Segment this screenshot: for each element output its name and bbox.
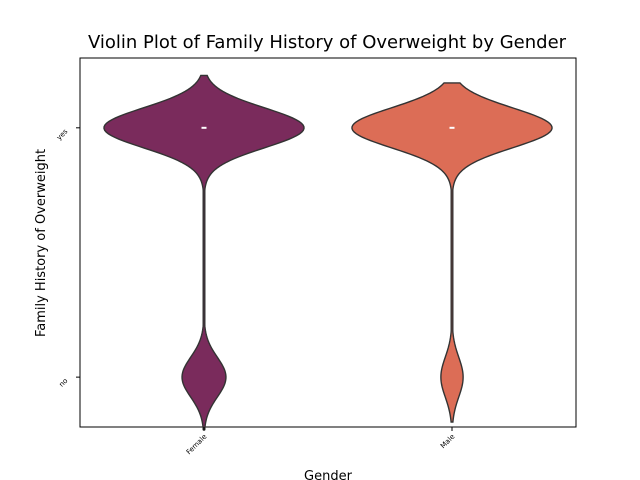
x-tick-label: Female (185, 433, 209, 457)
y-tick-label: yes (55, 127, 69, 141)
y-axis-label: Family History of Overweight (34, 149, 49, 337)
violin-male (351, 82, 553, 423)
violin-female (103, 74, 305, 431)
chart-title: Violin Plot of Family History of Overwei… (88, 32, 567, 53)
plot-area (79, 57, 577, 428)
x-axis-label: Gender (304, 469, 353, 480)
x-tick-label: Male (439, 433, 456, 450)
x-axis-ticks: Female Male (185, 427, 456, 457)
violin-group (103, 74, 553, 431)
y-tick-label: no (58, 377, 70, 389)
y-axis-ticks: no yes (55, 127, 80, 389)
